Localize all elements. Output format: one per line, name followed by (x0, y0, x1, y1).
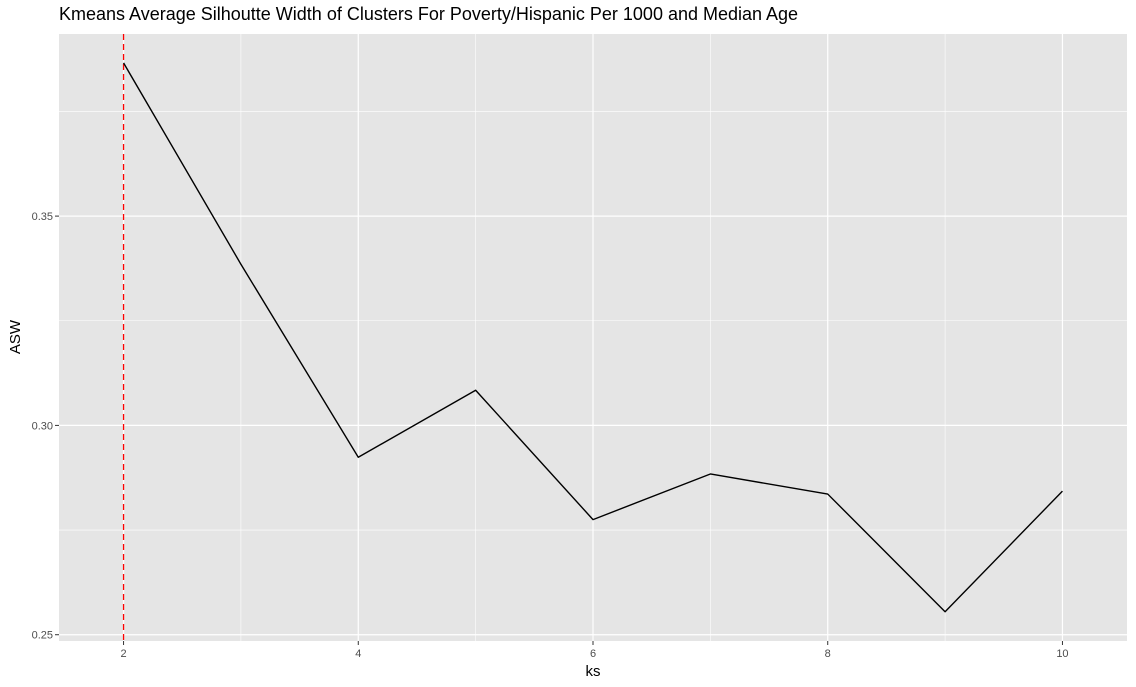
y-tick-label: 0.25 (32, 630, 53, 642)
y-tick-label: 0.30 (32, 420, 53, 432)
y-axis: 0.25 0.30 0.35 (32, 211, 59, 642)
x-tick-label: 10 (1056, 648, 1068, 660)
x-tick-label: 6 (590, 648, 596, 660)
x-axis-label: ks (586, 663, 601, 680)
x-axis: 2 4 6 8 10 (120, 641, 1069, 660)
y-tick-label: 0.35 (32, 211, 53, 223)
series-layer (122, 62, 1063, 613)
y-axis-label: ASW (7, 319, 24, 354)
chart-title: Kmeans Average Silhoutte Width of Cluste… (59, 4, 799, 24)
x-tick-label: 8 (825, 648, 831, 660)
x-tick-label: 4 (355, 648, 361, 660)
series-line (122, 62, 1063, 613)
x-tick-label: 2 (120, 648, 126, 660)
